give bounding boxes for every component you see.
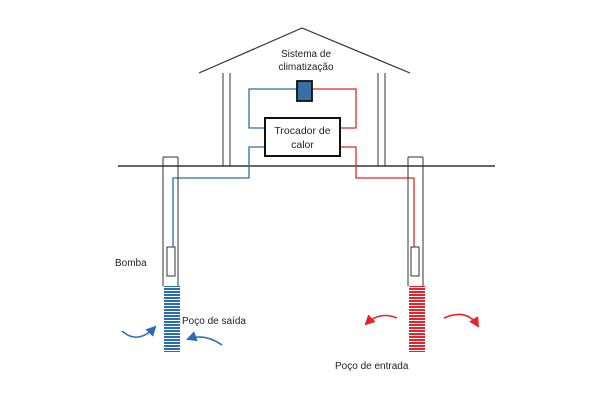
- inflow-arrow-left: [121, 325, 157, 338]
- outlet-well-pump: [166, 246, 176, 277]
- climate-system-label-line2: climatização: [278, 62, 333, 73]
- house-roof: [198, 27, 411, 74]
- inlet-well-pump: [410, 246, 420, 277]
- heat-exchanger-label-line2: calor: [291, 139, 314, 151]
- outlet-well-casing: [162, 156, 179, 286]
- inflow-arrow-right: [186, 331, 223, 346]
- house-left-wall: [222, 73, 231, 166]
- outlet-well-screen: [164, 286, 180, 352]
- inlet-well-casing: [407, 156, 424, 286]
- inlet-well-label: Poço de entrada: [335, 361, 409, 372]
- heat-exchanger-box: [264, 117, 341, 157]
- climate-system-unit: [296, 80, 313, 102]
- outflow-arrow-left: [364, 314, 398, 326]
- climate-system-label-line1: Sistema de: [281, 49, 331, 60]
- hot-water-pipe: [312, 88, 415, 248]
- inlet-well-screen: [409, 286, 425, 352]
- pump-label: Bomba: [115, 258, 147, 269]
- outlet-well-label: Poço de saída: [182, 316, 246, 327]
- heat-exchanger-label-line1: Trocador de: [274, 125, 330, 137]
- cold-water-pipe: [172, 88, 297, 248]
- house-right-wall: [377, 73, 386, 166]
- outflow-arrow-right: [443, 313, 480, 328]
